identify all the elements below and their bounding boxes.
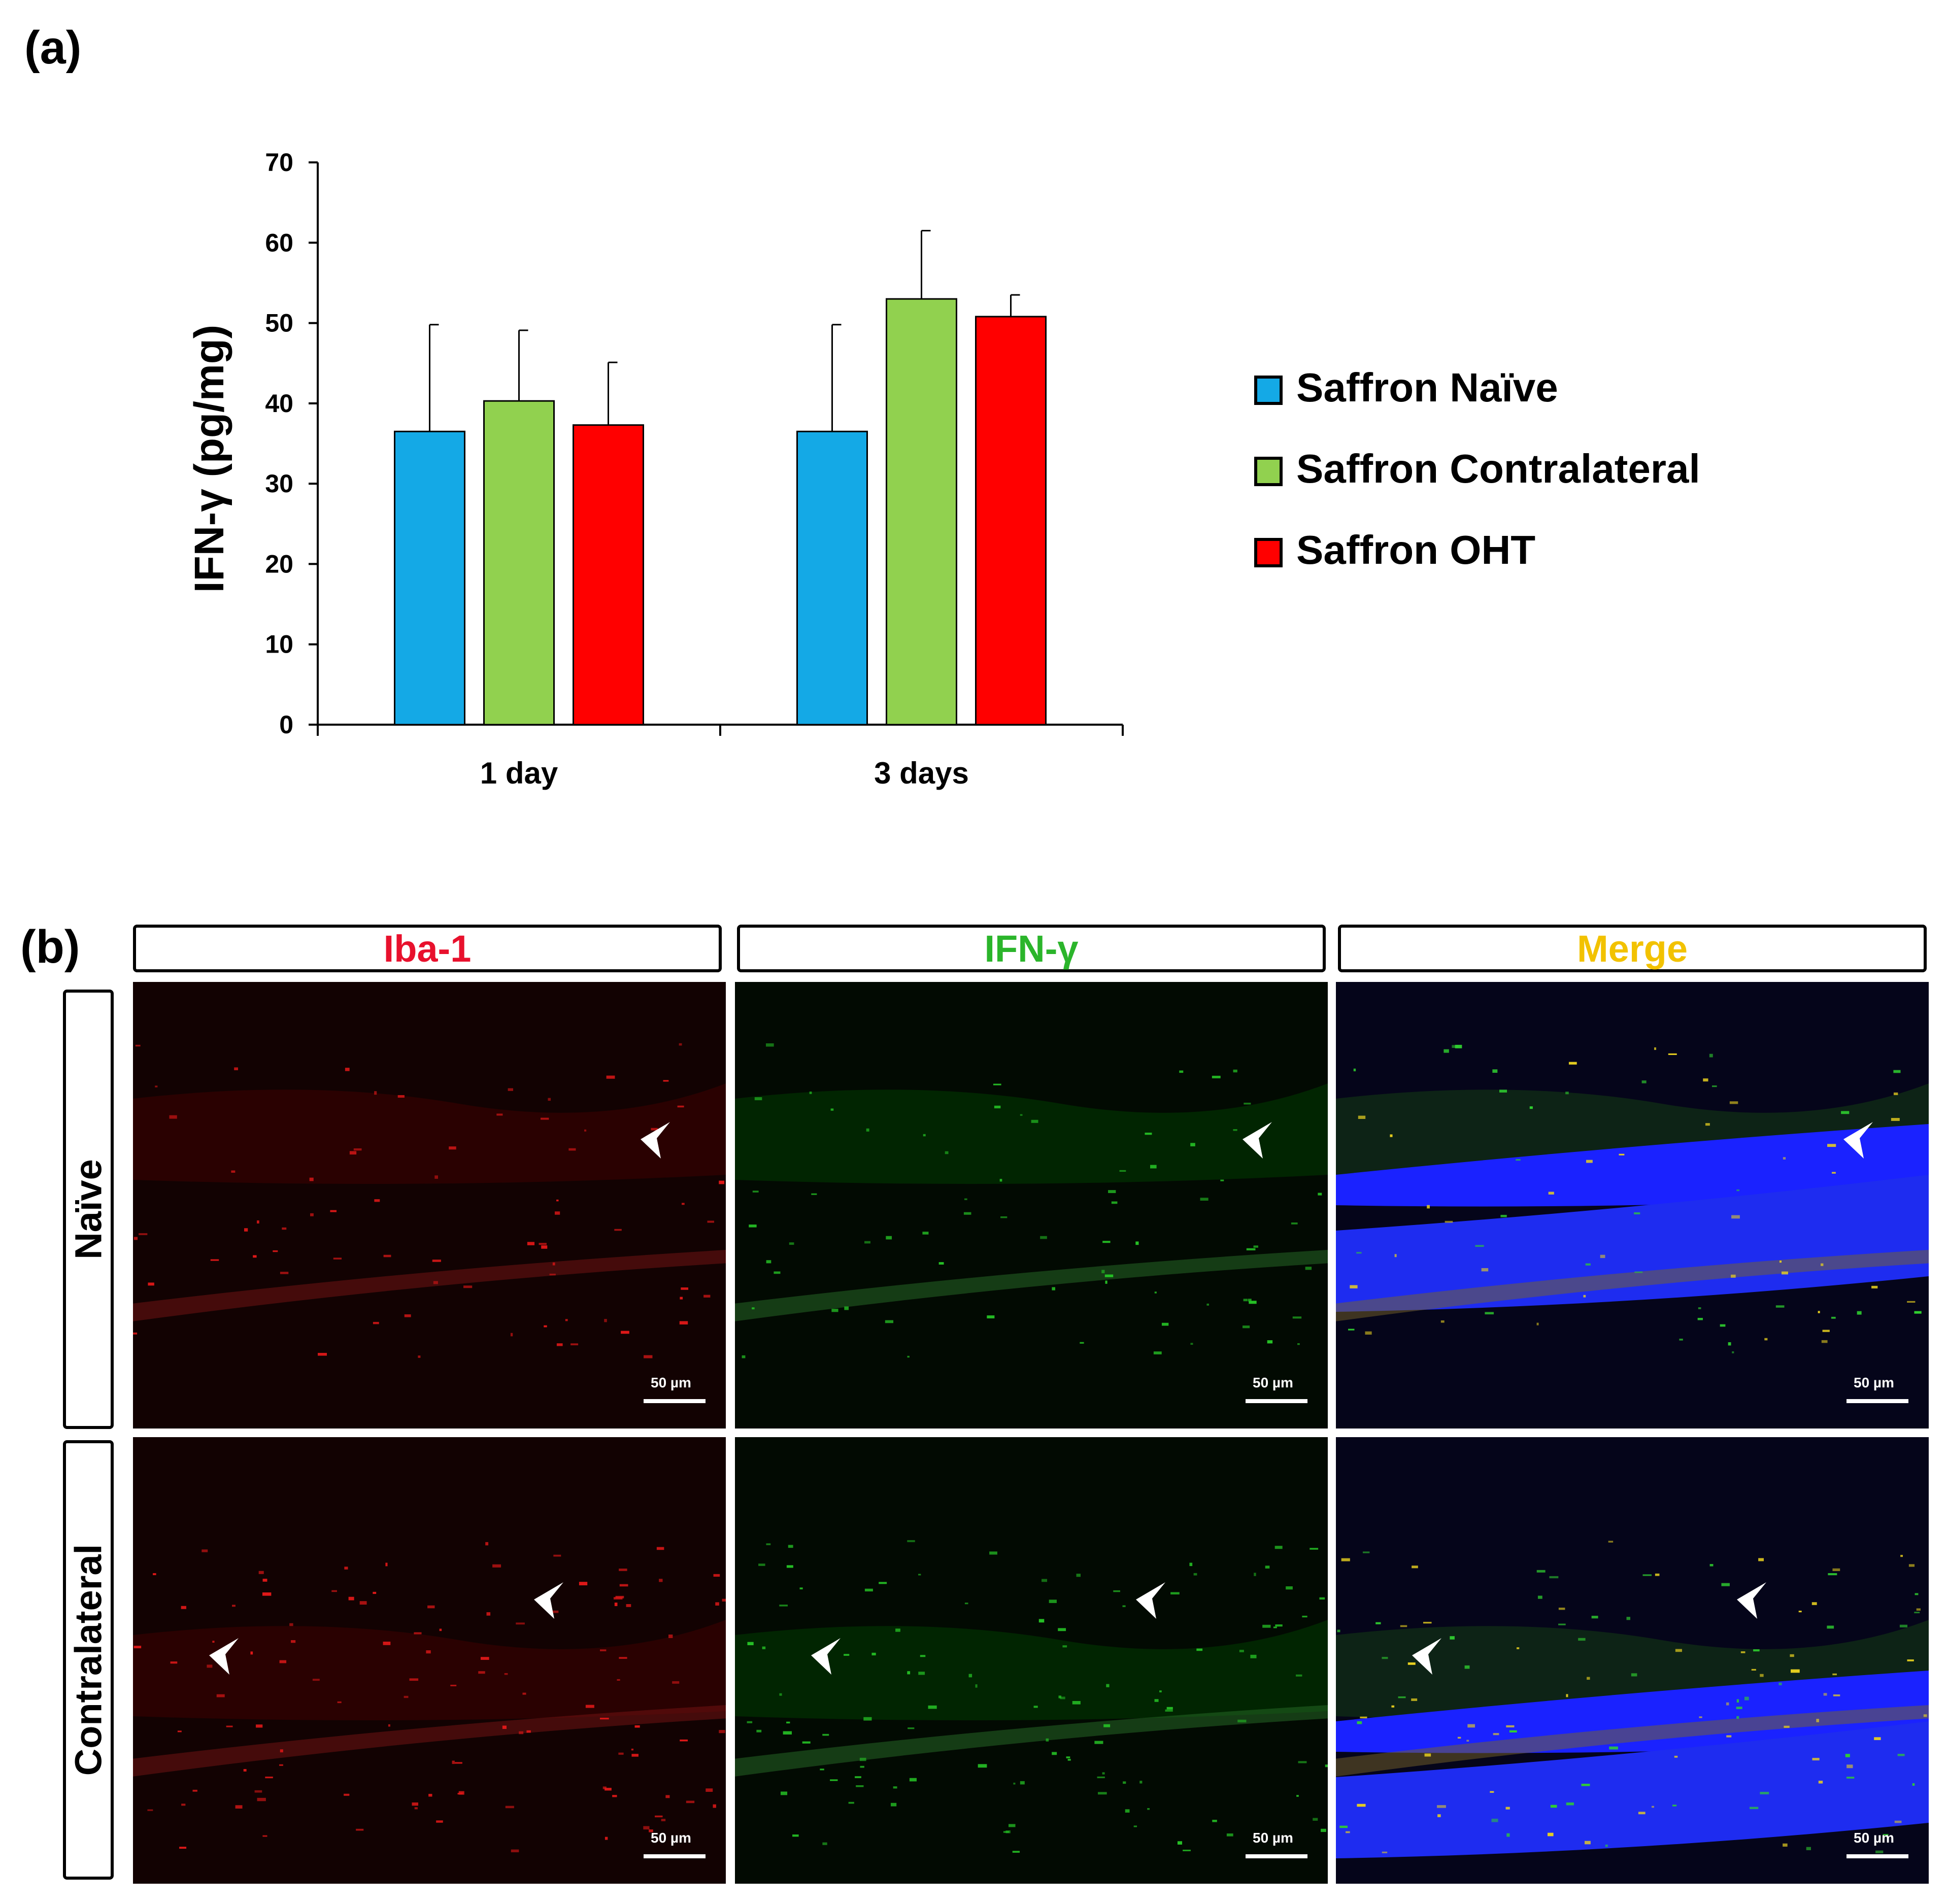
column-header-ifn: IFN-γ: [737, 925, 1326, 972]
column-header-label: Iba-1: [383, 927, 472, 970]
y-tick-label: 60: [265, 228, 293, 257]
micrograph-image: [133, 1437, 726, 1884]
row-header-label: Contralateral: [67, 1544, 110, 1776]
micrograph-image: [133, 982, 726, 1429]
bar: [886, 298, 957, 726]
chart-bars: [394, 298, 1047, 726]
row-header-contralateral: Contralateral: [63, 1440, 114, 1880]
y-tick-label: 40: [265, 389, 293, 418]
micrograph-image: [1336, 1437, 1929, 1884]
scale-bar-label: 50 µm: [1854, 1830, 1894, 1846]
panel-b-label: (b): [20, 921, 80, 973]
legend-swatch: [1254, 376, 1283, 405]
y-tick-label: 50: [265, 309, 293, 337]
legend-label: Saffron OHT: [1296, 527, 1535, 572]
legend-label: Saffron Naïve: [1296, 365, 1558, 410]
legend-swatch: [1254, 457, 1283, 486]
y-axis-label: IFN-γ (pg/mg): [186, 325, 232, 593]
bar: [573, 424, 644, 726]
y-tick-label: 70: [265, 148, 293, 177]
scale-bar-label: 50 µm: [1854, 1375, 1894, 1390]
scale-bar-label: 50 µm: [1253, 1375, 1293, 1390]
micrograph-naive-iba1: 50 µm: [133, 982, 726, 1429]
column-header-iba1: Iba-1: [133, 925, 722, 972]
bar: [796, 430, 868, 726]
x-tick-label: 3 days: [874, 756, 969, 790]
scale-bar-label: 50 µm: [651, 1375, 691, 1390]
y-tick-label: 30: [265, 469, 293, 498]
micrograph-contralateral-iba1: 50 µm: [133, 1437, 726, 1884]
row-header-label: Naïve: [67, 1159, 110, 1260]
micrograph-image: [735, 1437, 1328, 1884]
scale-bar-label: 50 µm: [1253, 1830, 1293, 1846]
y-tick-label: 20: [265, 550, 293, 578]
micrograph-contralateral-ifn: 50 µm: [735, 1437, 1328, 1884]
micrograph-naive-ifn: 50 µm: [735, 982, 1328, 1429]
bar: [394, 430, 465, 726]
y-tick-label: 10: [265, 630, 293, 659]
chart-error-bars: [429, 230, 1020, 432]
column-header-label: IFN-γ: [984, 927, 1079, 970]
micrograph-naive-merge: 50 µm: [1336, 982, 1929, 1429]
row-header-naive: Naïve: [63, 990, 114, 1429]
chart-labels: 0 10 20 30 40 50 60 70 1 day 3 days IFN-γ (pg/mg): [186, 148, 969, 790]
micrograph-image: [735, 982, 1328, 1429]
legend-label: Saffron Contralateral: [1296, 446, 1700, 491]
legend-swatch: [1254, 538, 1283, 567]
micrograph-contralateral-merge: 50 µm: [1336, 1437, 1929, 1884]
x-tick-label: 1 day: [480, 756, 558, 790]
y-tick-label: 0: [279, 710, 293, 739]
panel-a-label: (a): [24, 22, 82, 74]
column-header-label: Merge: [1577, 927, 1688, 970]
column-header-merge: Merge: [1338, 925, 1927, 972]
scale-bar-label: 50 µm: [651, 1830, 691, 1846]
bar: [975, 316, 1047, 726]
bar: [483, 400, 555, 726]
chart-legend: Saffron Naïve Saffron Contralateral Saffro…: [1254, 365, 1700, 572]
micrograph-image: [1336, 982, 1929, 1429]
